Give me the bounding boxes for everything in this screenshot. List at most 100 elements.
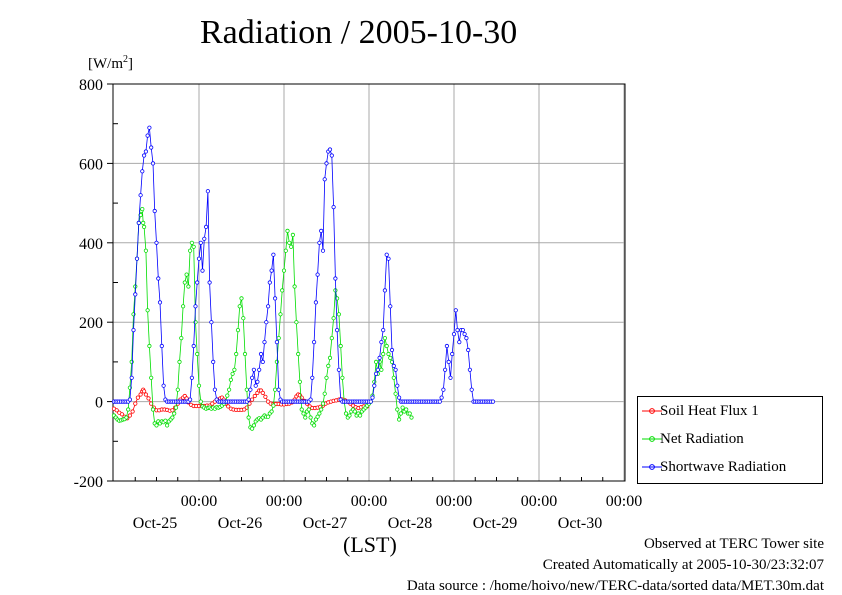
- point-net: [186, 284, 191, 289]
- point-shortwave: [143, 149, 148, 154]
- point-soil: [263, 394, 268, 399]
- point-shortwave: [129, 375, 134, 380]
- point-shortwave: [211, 359, 216, 364]
- point-shortwave: [159, 343, 164, 349]
- legend-label-net: Net Radiation: [660, 431, 744, 447]
- legend-item-net: Net Radiation: [638, 428, 822, 450]
- point-net: [154, 423, 159, 428]
- point-shortwave: [209, 320, 214, 325]
- point-net: [329, 335, 334, 341]
- point-shortwave: [260, 359, 265, 364]
- point-shortwave: [251, 367, 256, 372]
- point-shortwave: [396, 395, 402, 400]
- point-net: [400, 405, 405, 410]
- point-shortwave: [200, 268, 205, 273]
- point-net: [191, 244, 196, 249]
- x-tick-day: Oct-26: [218, 515, 262, 532]
- x-tick-day: Oct-28: [388, 515, 432, 532]
- point-shortwave: [193, 304, 198, 309]
- point-shortwave: [191, 343, 196, 349]
- point-shortwave: [253, 383, 258, 388]
- x-tick-day: Oct-25: [133, 515, 177, 532]
- point-shortwave: [198, 240, 203, 245]
- point-shortwave: [373, 371, 379, 376]
- point-soil: [119, 412, 125, 417]
- legend-label-soil: Soil Heat Flux 1: [660, 403, 759, 419]
- point-net: [271, 403, 276, 408]
- point-net: [299, 407, 304, 412]
- point-net: [407, 411, 412, 416]
- point-net: [281, 268, 287, 273]
- plot-frame: [112, 83, 626, 482]
- point-net: [276, 335, 281, 341]
- point-shortwave: [246, 397, 251, 402]
- point-net: [288, 244, 294, 249]
- point-net: [244, 387, 249, 392]
- chart-title: Radiation / 2005-10-30: [200, 14, 518, 51]
- point-shortwave: [258, 351, 264, 357]
- point-net: [303, 415, 308, 420]
- point-shortwave: [150, 161, 156, 166]
- point-shortwave: [205, 189, 210, 194]
- point-shortwave: [455, 327, 460, 333]
- point-net: [242, 351, 248, 357]
- point-net: [173, 405, 179, 410]
- point-net: [398, 411, 403, 416]
- point-net: [170, 415, 175, 420]
- point-shortwave: [324, 161, 329, 166]
- point-shortwave: [313, 300, 318, 305]
- point-soil: [142, 389, 147, 394]
- point-shortwave: [204, 224, 209, 229]
- point-net: [340, 375, 345, 380]
- point-net: [230, 371, 235, 376]
- point-net: [373, 359, 379, 364]
- point-net: [404, 407, 409, 412]
- point-shortwave: [375, 367, 380, 372]
- point-net: [177, 359, 182, 364]
- point-shortwave: [145, 133, 150, 138]
- point-shortwave: [131, 327, 136, 333]
- point-net: [150, 407, 156, 412]
- point-shortwave: [331, 205, 336, 210]
- point-shortwave: [439, 395, 444, 400]
- point-shortwave: [272, 296, 278, 301]
- point-shortwave: [265, 304, 271, 309]
- point-shortwave: [255, 379, 260, 384]
- point-net: [343, 411, 349, 416]
- point-shortwave: [311, 339, 317, 345]
- point-shortwave: [127, 397, 132, 402]
- point-net: [225, 393, 230, 398]
- point-shortwave: [444, 343, 449, 349]
- point-soil: [114, 408, 119, 413]
- point-net: [395, 407, 400, 412]
- point-net: [165, 423, 170, 428]
- point-shortwave: [188, 397, 193, 402]
- unit-close: ]: [128, 56, 133, 72]
- point-shortwave: [257, 367, 262, 372]
- point-net: [357, 413, 363, 418]
- point-net: [396, 417, 402, 422]
- point-net: [292, 284, 297, 289]
- point-net: [388, 355, 393, 360]
- point-net: [352, 409, 357, 414]
- point-net: [175, 387, 180, 392]
- point-net: [280, 288, 285, 293]
- point-shortwave: [464, 335, 469, 341]
- point-net: [250, 426, 255, 431]
- point-shortwave: [391, 363, 396, 368]
- point-net: [237, 304, 242, 309]
- point-net: [179, 335, 184, 341]
- point-net: [239, 296, 244, 301]
- point-shortwave: [269, 268, 274, 273]
- point-net: [246, 415, 251, 420]
- point-soil: [146, 396, 151, 401]
- point-shortwave: [381, 327, 386, 333]
- point-net: [195, 351, 200, 357]
- x-tick-day: Oct-30: [558, 515, 602, 532]
- legend-marker-soil: [642, 408, 662, 414]
- point-net: [143, 248, 148, 253]
- point-shortwave: [248, 387, 253, 392]
- point-shortwave: [393, 367, 398, 372]
- point-net: [297, 379, 302, 384]
